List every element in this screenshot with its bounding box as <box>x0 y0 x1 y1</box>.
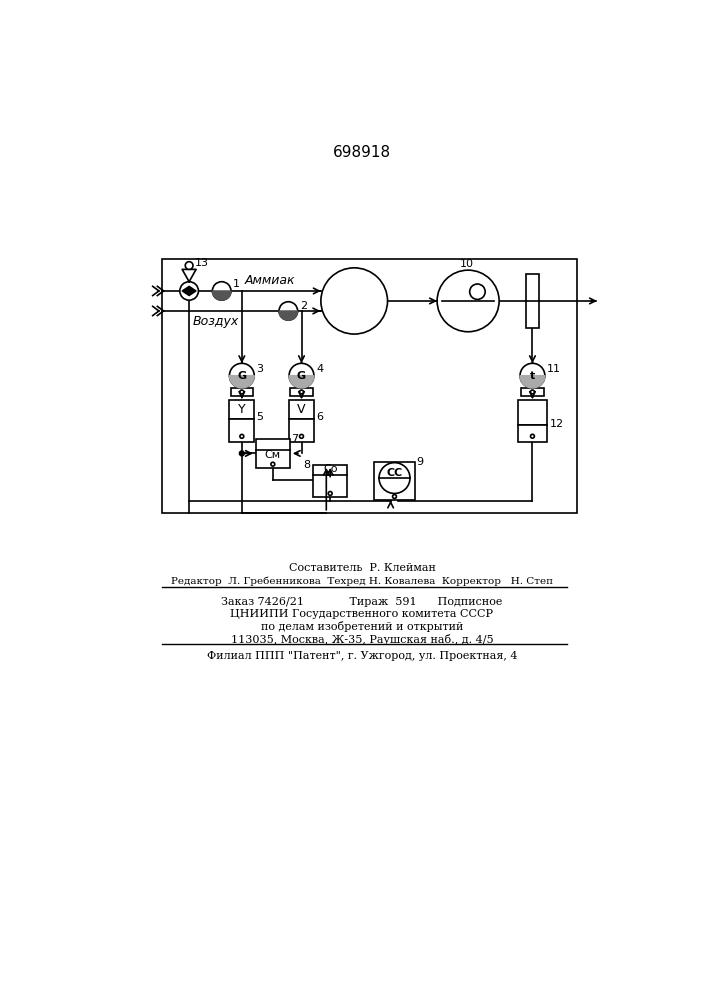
Bar <box>289 400 314 419</box>
Circle shape <box>530 434 534 438</box>
Text: 5: 5 <box>257 412 264 422</box>
Circle shape <box>300 390 303 394</box>
Text: 11: 11 <box>547 364 561 374</box>
Circle shape <box>240 451 244 456</box>
Circle shape <box>437 270 499 332</box>
Circle shape <box>240 434 244 438</box>
Text: Воздух: Воздух <box>193 315 239 328</box>
Circle shape <box>469 284 485 299</box>
Text: Редактор  Л. Гребенникова  Техред Н. Ковалева  Корректор   Н. Степ: Редактор Л. Гребенникова Техред Н. Ковал… <box>171 577 553 586</box>
Bar <box>291 388 312 396</box>
Text: Co: Co <box>323 464 337 474</box>
Polygon shape <box>279 311 298 320</box>
Text: 7: 7 <box>291 434 298 444</box>
Text: 3: 3 <box>257 364 264 374</box>
Bar <box>256 439 290 468</box>
Text: G: G <box>238 371 246 381</box>
Text: CC: CC <box>386 468 402 478</box>
Circle shape <box>271 462 275 466</box>
Bar <box>230 419 255 442</box>
Text: 10: 10 <box>460 259 474 269</box>
Bar <box>526 274 539 328</box>
Bar <box>313 465 347 497</box>
Text: Заказ 7426/21             Тираж  591      Подписное: Заказ 7426/21 Тираж 591 Подписное <box>221 597 503 607</box>
Text: Y: Y <box>238 403 245 416</box>
Polygon shape <box>289 376 314 388</box>
Text: 1: 1 <box>233 279 240 289</box>
Circle shape <box>212 282 231 300</box>
Circle shape <box>300 434 303 438</box>
Polygon shape <box>182 286 196 296</box>
Bar <box>518 400 547 425</box>
Circle shape <box>230 363 255 388</box>
Bar <box>374 462 414 500</box>
Text: Аммиак: Аммиак <box>245 274 296 287</box>
Text: Филиал ППП "Патент", г. Ужгород, ул. Проектная, 4: Филиал ППП "Патент", г. Ужгород, ул. Про… <box>206 651 518 661</box>
Text: t: t <box>530 371 535 381</box>
Text: Составитель  Р. Клейман: Составитель Р. Клейман <box>288 563 436 573</box>
Bar <box>518 425 547 442</box>
Circle shape <box>520 363 545 388</box>
Circle shape <box>379 463 410 493</box>
Circle shape <box>185 262 193 269</box>
Circle shape <box>180 282 199 300</box>
Circle shape <box>240 390 244 394</box>
Text: Cм: Cм <box>264 450 281 460</box>
Text: G: G <box>297 371 306 381</box>
Circle shape <box>279 302 298 320</box>
Text: 2: 2 <box>300 301 307 311</box>
Text: 6: 6 <box>316 412 323 422</box>
Polygon shape <box>520 376 545 388</box>
Circle shape <box>328 492 332 495</box>
Text: 4: 4 <box>316 364 323 374</box>
Text: 9: 9 <box>416 457 423 467</box>
Text: 8: 8 <box>304 460 311 470</box>
Circle shape <box>289 363 314 388</box>
Bar <box>230 388 253 396</box>
Polygon shape <box>230 376 255 388</box>
Bar <box>230 400 255 419</box>
Text: 113035, Москва, Ж-35, Раушская наб., д. 4/5: 113035, Москва, Ж-35, Раушская наб., д. … <box>230 634 493 645</box>
Text: 13: 13 <box>195 258 209 268</box>
Polygon shape <box>212 291 231 300</box>
Text: по делам изобретений и открытий: по делам изобретений и открытий <box>261 621 463 632</box>
Bar <box>289 419 314 442</box>
Circle shape <box>321 268 387 334</box>
Text: ЦНИИПИ Государственного комитета СССР: ЦНИИПИ Государственного комитета СССР <box>230 609 493 619</box>
Text: 698918: 698918 <box>333 145 391 160</box>
Bar <box>162 259 577 513</box>
Circle shape <box>392 495 397 498</box>
Text: V: V <box>297 403 305 416</box>
Circle shape <box>530 390 534 394</box>
Bar <box>521 388 544 396</box>
Text: 12: 12 <box>549 419 563 429</box>
